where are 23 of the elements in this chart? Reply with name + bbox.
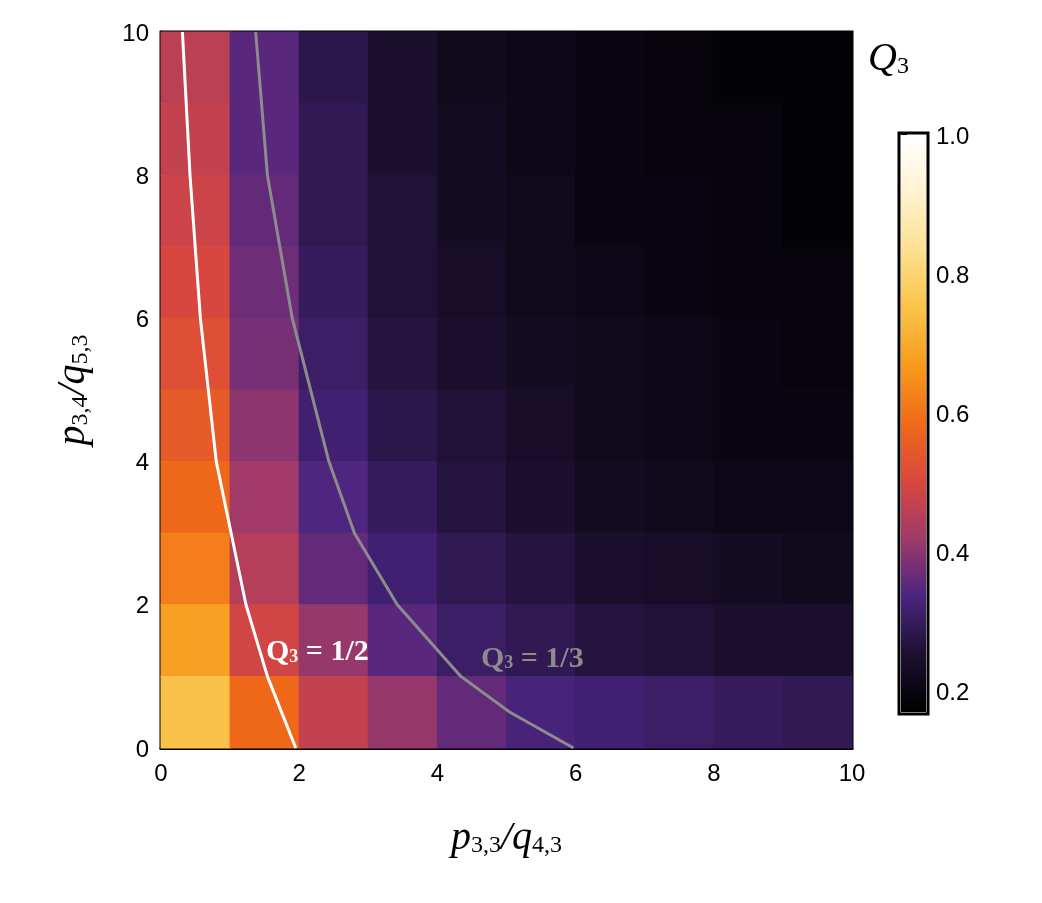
y-tick-label: 0 (135, 734, 149, 762)
color-bar-title: Q3 (868, 33, 909, 79)
y-axis-title: p3,4/q5,3 (47, 334, 93, 449)
x-tick-label: 2 (292, 758, 306, 786)
annotation: Q3 = 1/2 (265, 633, 369, 667)
y-tick-label: 10 (122, 18, 149, 46)
y-tick-label: 2 (135, 591, 149, 619)
color-bar-label: 0.4 (936, 538, 970, 566)
color-bar-label: 0.6 (936, 399, 970, 427)
x-tick-label: 10 (838, 758, 866, 786)
color-bar-label: 1.0 (936, 121, 970, 149)
x-tick-label: 0 (154, 758, 168, 786)
x-tick-label: 4 (430, 758, 445, 786)
y-tick-label: 8 (135, 161, 149, 189)
color-bar-label: 0.8 (936, 260, 970, 288)
x-tick-label: 6 (568, 758, 583, 786)
annotation: Q3 = 1/3 (480, 639, 584, 673)
line-series (180, 30, 298, 750)
y-tick-label: 4 (135, 448, 149, 476)
x-tick-label: 8 (707, 758, 721, 786)
y-tick-label: 6 (135, 304, 149, 332)
x-axis-title: p3,3/q4,3 (447, 812, 563, 858)
color-bar-label: 0.2 (936, 677, 970, 705)
